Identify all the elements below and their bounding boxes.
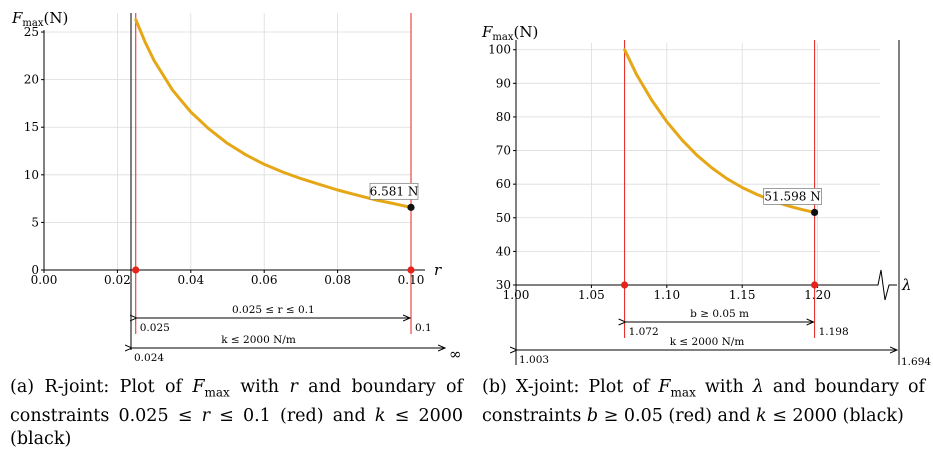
- chart-a-y-tick-label: 10: [24, 168, 39, 182]
- chart-a-red-dot: [407, 266, 415, 274]
- caption-a-text-1: (a) R-joint: Plot of: [10, 377, 193, 397]
- chart-b-x-tick-label: 1.10: [653, 288, 680, 302]
- chart-a-y-axis-label: Fmax(N): [11, 9, 68, 29]
- caption-b-text-4: ≥ 0.05 (red) and: [598, 405, 757, 426]
- chart-a-black-constraint-right: ∞: [449, 345, 462, 363]
- chart-b-black-constraint-left: 1.003: [519, 354, 549, 366]
- chart-a-y-tick-label: 5: [31, 215, 39, 229]
- chart-b-fmax-curve: [623, 48, 817, 214]
- chart-a-endpoint-dot: [407, 203, 415, 211]
- caption-a-var-r2: r: [201, 405, 210, 426]
- caption-a-sub-max: max: [204, 385, 230, 400]
- chart-b-xjoint: 1.00 1.05 1.10 1.15 1.2030405060708090100Fma…: [481, 23, 931, 368]
- chart-b-y-tick-label: 40: [496, 244, 511, 258]
- caption-b-var-k: k: [756, 405, 767, 426]
- chart-a-fmax-curve: [134, 18, 413, 209]
- chart-b-red-constraint-left: 1.072: [629, 326, 659, 338]
- caption-b-text-3: and boundary of constraints: [482, 377, 925, 426]
- chart-b-y-tick-label: 50: [496, 211, 511, 225]
- chart-b-y-tick-label: 100: [488, 43, 511, 57]
- caption-b-var-f: F: [658, 377, 671, 397]
- caption-a-text-3: and boundary of constraints 0.025 ≤: [10, 377, 463, 426]
- chart-a-y-tick-label: 15: [24, 120, 39, 134]
- caption-b-text-1: (b) X-joint: Plot of: [482, 377, 659, 397]
- caption-a: (a) R-joint: Plot of Fmax with r and bou…: [10, 376, 463, 451]
- chart-b-x-tick-label: 1.20: [804, 288, 831, 302]
- chart-b-y-tick-label: 60: [496, 177, 511, 191]
- chart-b-y-tick-label: 70: [496, 144, 511, 158]
- caption-b-text-5: ≤ 2000 (black): [766, 405, 904, 426]
- caption-a-var-k: k: [374, 405, 386, 426]
- chart-b-y-tick-label: 90: [496, 76, 511, 90]
- chart-b-x-axis-label: λ: [901, 276, 912, 294]
- chart-b-red-dot: [620, 281, 629, 289]
- chart-a-endpoint-box: [369, 182, 419, 200]
- caption-b-sub-max: max: [670, 385, 696, 400]
- chart-b-red-constraint-right: 1.198: [819, 326, 849, 338]
- chart-a-y-tick-label: 25: [24, 25, 39, 39]
- chart-a-rjoint: 0.00 0.02 0.04 0.06 0.08 0.100510152025Fmax(N…: [11, 9, 462, 364]
- figure-canvas: 0.00 0.02 0.04 0.06 0.08 0.100510152025Fmax(N…: [11, 9, 931, 368]
- chart-a-x-axis-label: r: [434, 261, 442, 279]
- chart-a-y-tick-label: 20: [24, 73, 39, 87]
- chart-b-y-tick-label: 80: [496, 110, 511, 124]
- chart-a-x-tick-label: 0.06: [251, 273, 278, 287]
- chart-a-endpoint-label: 6.581 N: [370, 184, 419, 198]
- chart-b-red-constraint-text: b ≥ 0.05 m: [690, 308, 749, 320]
- caption-a-var-f: F: [192, 377, 205, 397]
- chart-a-black-constraint-left: 0.024: [134, 352, 164, 364]
- chart-b-axis-break-icon: [873, 269, 897, 301]
- chart-a-x-tick-label: 0.02: [104, 273, 131, 287]
- chart-a-black-constraint-text: k ≤ 2000 N/m: [221, 334, 296, 346]
- caption-b-text-2: with: [695, 377, 753, 397]
- chart-b-endpoint-box: [763, 188, 822, 205]
- caption-a-text-2: with: [229, 377, 290, 397]
- chart-b-endpoint-label: 51.598 N: [764, 189, 820, 203]
- chart-a-red-constraint-right: 0.1: [415, 322, 432, 334]
- chart-a-x-tick-label: 0.04: [177, 273, 204, 287]
- chart-b-x-tick-label: 1.15: [729, 288, 756, 302]
- chart-a-x-tick-label: 0.00: [31, 273, 58, 287]
- chart-a-y-tick-label: 0: [31, 263, 39, 277]
- caption-b-var-lambda: λ: [752, 377, 764, 397]
- caption-b-var-b: b: [586, 405, 599, 426]
- caption-a-text-4: ≤ 0.1 (red) and: [209, 405, 375, 426]
- caption-b: (b) X-joint: Plot of Fmax with λ and bou…: [482, 376, 925, 428]
- chart-a-red-constraint-left: 0.025: [140, 322, 170, 334]
- chart-b-y-axis-label: Fmax(N): [481, 23, 538, 43]
- chart-b-red-dot: [810, 281, 819, 289]
- chart-b-x-tick-label: 1.05: [578, 288, 605, 302]
- caption-a-var-r: r: [289, 377, 298, 397]
- chart-b-endpoint-dot: [810, 208, 819, 217]
- chart-a-red-constraint-text: 0.025 ≤ r ≤ 0.1: [232, 304, 315, 316]
- chart-b-black-constraint-right: 1.694: [901, 356, 931, 368]
- chart-b-y-tick-label: 30: [496, 278, 511, 292]
- caption-a-text-5: ≤ 2000 (black): [10, 405, 463, 449]
- chart-a-x-tick-label: 0.08: [324, 273, 351, 287]
- chart-b-black-constraint-text: k ≤ 2000 N/m: [670, 336, 745, 348]
- chart-a-red-dot: [132, 266, 140, 274]
